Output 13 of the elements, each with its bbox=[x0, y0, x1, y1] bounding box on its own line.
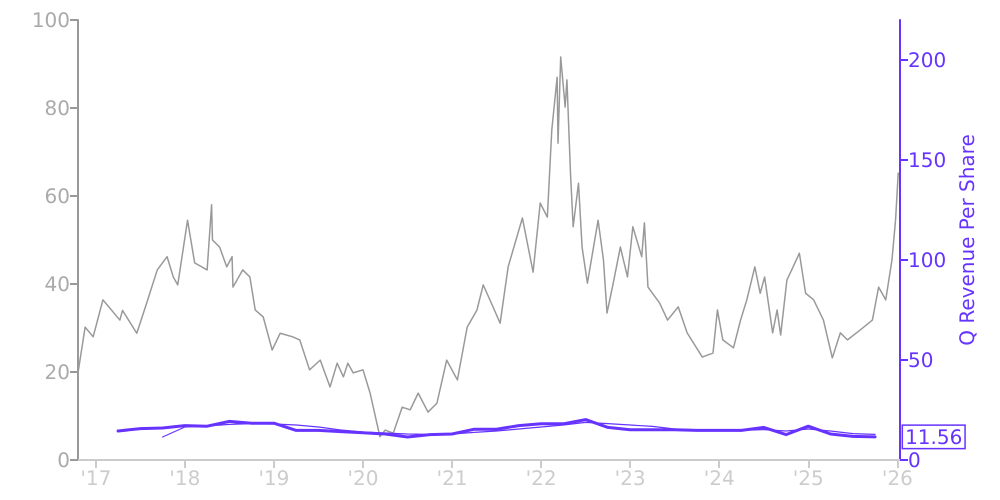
y-tick-label: 40 bbox=[44, 272, 70, 296]
y2-tick-label: 100 bbox=[908, 248, 946, 272]
data-label: 11.56 bbox=[905, 424, 962, 449]
y-tick-label: 60 bbox=[44, 184, 70, 208]
y2-tick-label: 200 bbox=[908, 48, 946, 72]
y2-tick-label: 150 bbox=[908, 148, 946, 172]
y-tick-label: 20 bbox=[44, 360, 70, 384]
y-tick-label: 100 bbox=[32, 8, 70, 32]
y2-tick-label: 50 bbox=[908, 348, 934, 372]
y-tick-label: 0 bbox=[57, 448, 70, 472]
y-tick-label: 80 bbox=[44, 96, 70, 120]
y2-axis-title: Q Revenue Per Share bbox=[955, 134, 980, 346]
y2-tick-label: 0 bbox=[908, 448, 921, 472]
